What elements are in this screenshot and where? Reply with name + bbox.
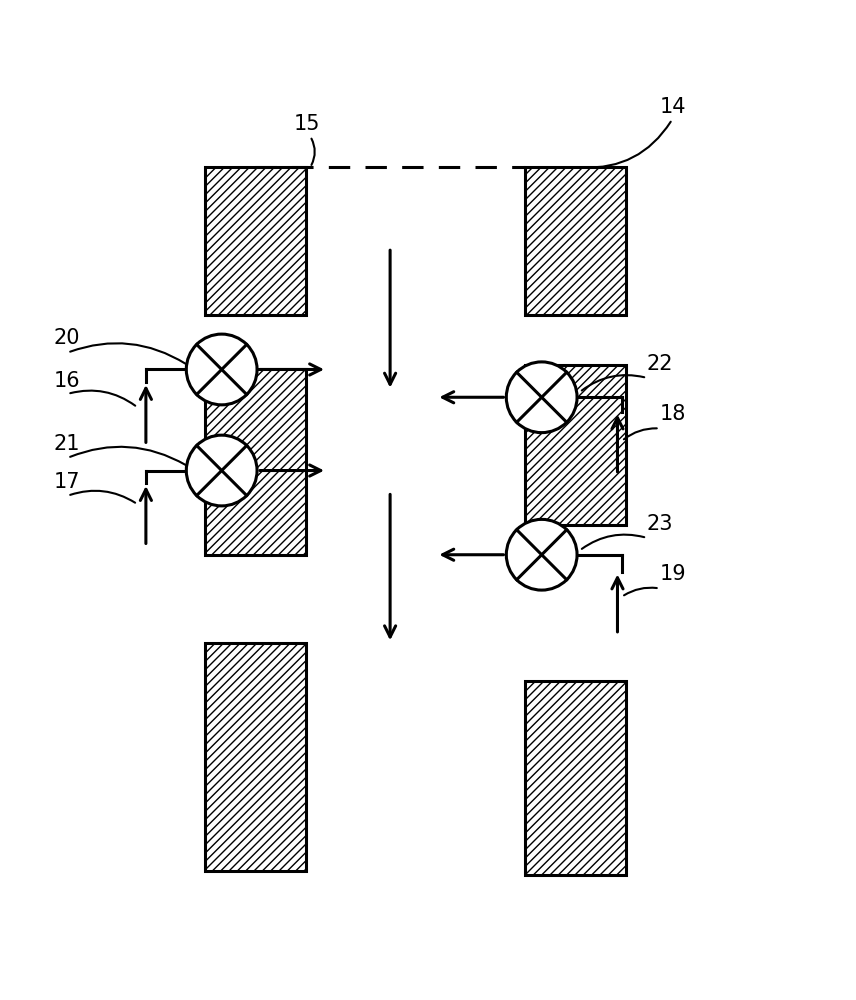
- Text: 16: 16: [53, 371, 80, 391]
- Text: 21: 21: [53, 434, 80, 454]
- Text: 19: 19: [660, 564, 687, 584]
- Text: 18: 18: [660, 404, 686, 424]
- Circle shape: [506, 362, 577, 433]
- Text: 15: 15: [294, 114, 320, 134]
- Text: 22: 22: [647, 354, 674, 374]
- Bar: [205, 369, 306, 555]
- Text: 20: 20: [53, 328, 80, 348]
- Bar: [525, 681, 626, 875]
- Text: 17: 17: [53, 472, 80, 492]
- Text: 23: 23: [647, 514, 674, 534]
- Bar: [525, 167, 626, 315]
- Bar: [525, 365, 626, 525]
- Circle shape: [187, 435, 257, 506]
- Bar: [205, 167, 306, 315]
- Text: 14: 14: [660, 97, 686, 117]
- Circle shape: [187, 334, 257, 405]
- Circle shape: [506, 519, 577, 590]
- Bar: [205, 643, 306, 871]
